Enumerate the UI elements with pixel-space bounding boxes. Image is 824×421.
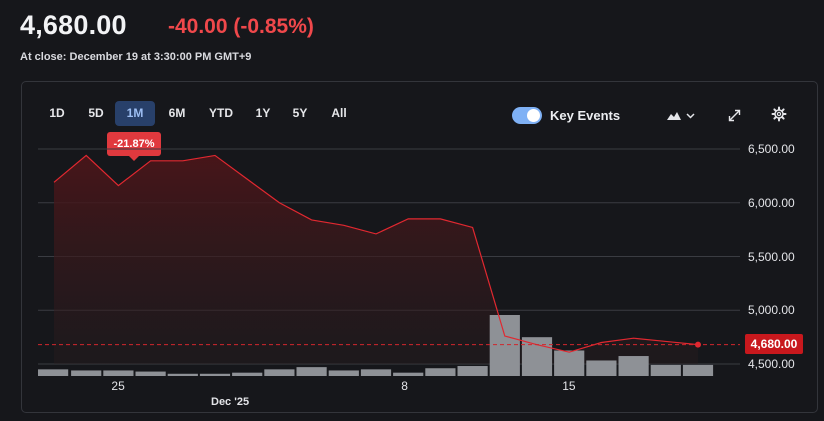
volume-bar xyxy=(554,350,585,376)
last-price-dot xyxy=(695,341,701,348)
y-tick-label: 6,000.00 xyxy=(748,195,795,210)
volume-bar xyxy=(682,364,714,376)
price-area xyxy=(54,155,698,364)
mountain-chart-icon xyxy=(667,112,681,120)
gear-icon xyxy=(771,106,787,122)
price: 4,680.00 xyxy=(20,10,127,40)
key-events-toggle[interactable] xyxy=(512,107,542,124)
range-button-5d[interactable]: 5D xyxy=(88,106,104,120)
range-button-6m[interactable]: 6M xyxy=(168,106,186,120)
volume-bar xyxy=(328,370,359,376)
x-tick-label: 15 xyxy=(562,379,576,393)
volume-bar xyxy=(457,366,488,376)
last-price-tag: 4,680.00 xyxy=(745,334,803,354)
volume-bar xyxy=(489,315,520,376)
key-events-label: Key Events xyxy=(550,108,621,123)
range-button-1m[interactable]: 1M xyxy=(115,101,155,126)
y-tick-label: 4,500.00 xyxy=(748,357,795,371)
volume-bar xyxy=(296,367,327,376)
month-label: Dec '25 xyxy=(211,396,250,408)
x-tick-label: 25 xyxy=(111,379,125,393)
volume-bar xyxy=(521,337,553,376)
x-tick-label: 8 xyxy=(401,379,408,393)
period-change-badge: -21.87% xyxy=(107,132,161,156)
volume-bar xyxy=(232,372,263,376)
volume-bar xyxy=(103,370,134,376)
chart-type-button[interactable] xyxy=(664,108,698,124)
volume-bar xyxy=(71,370,102,376)
volume-bar xyxy=(360,369,392,376)
volume-bar xyxy=(38,369,69,376)
toggle-knob xyxy=(527,109,540,122)
range-button-1d[interactable]: 1D xyxy=(49,106,65,120)
settings-button[interactable] xyxy=(771,106,788,123)
y-tick-label: 6,500.00 xyxy=(748,142,795,156)
price-change: -40.00 (-0.85%) xyxy=(168,15,314,38)
range-button-all[interactable]: All xyxy=(331,106,347,120)
volume-bar xyxy=(199,373,231,376)
close-info: At close: December 19 at 3:30:00 PM GMT+… xyxy=(20,51,252,63)
y-tick-label: 5,500.00 xyxy=(748,249,795,264)
price-line xyxy=(53,154,699,353)
volume-bar xyxy=(586,360,617,376)
range-button-5y[interactable]: 5Y xyxy=(292,106,308,120)
volume-bar xyxy=(264,369,295,376)
range-button-ytd[interactable]: YTD xyxy=(209,106,233,120)
volume-bar xyxy=(618,356,649,376)
volume-bar xyxy=(425,368,456,376)
volume-bar xyxy=(650,364,681,376)
volume-bar xyxy=(135,371,166,376)
expand-button[interactable] xyxy=(726,107,743,124)
chevron-down-icon xyxy=(686,113,695,119)
range-button-1y[interactable]: 1Y xyxy=(255,106,271,120)
badge-pointer xyxy=(129,156,139,161)
y-tick-label: 5,000.00 xyxy=(748,303,795,318)
volume-bar xyxy=(167,373,198,376)
expand-icon xyxy=(728,109,741,122)
volume-bar xyxy=(393,372,424,376)
